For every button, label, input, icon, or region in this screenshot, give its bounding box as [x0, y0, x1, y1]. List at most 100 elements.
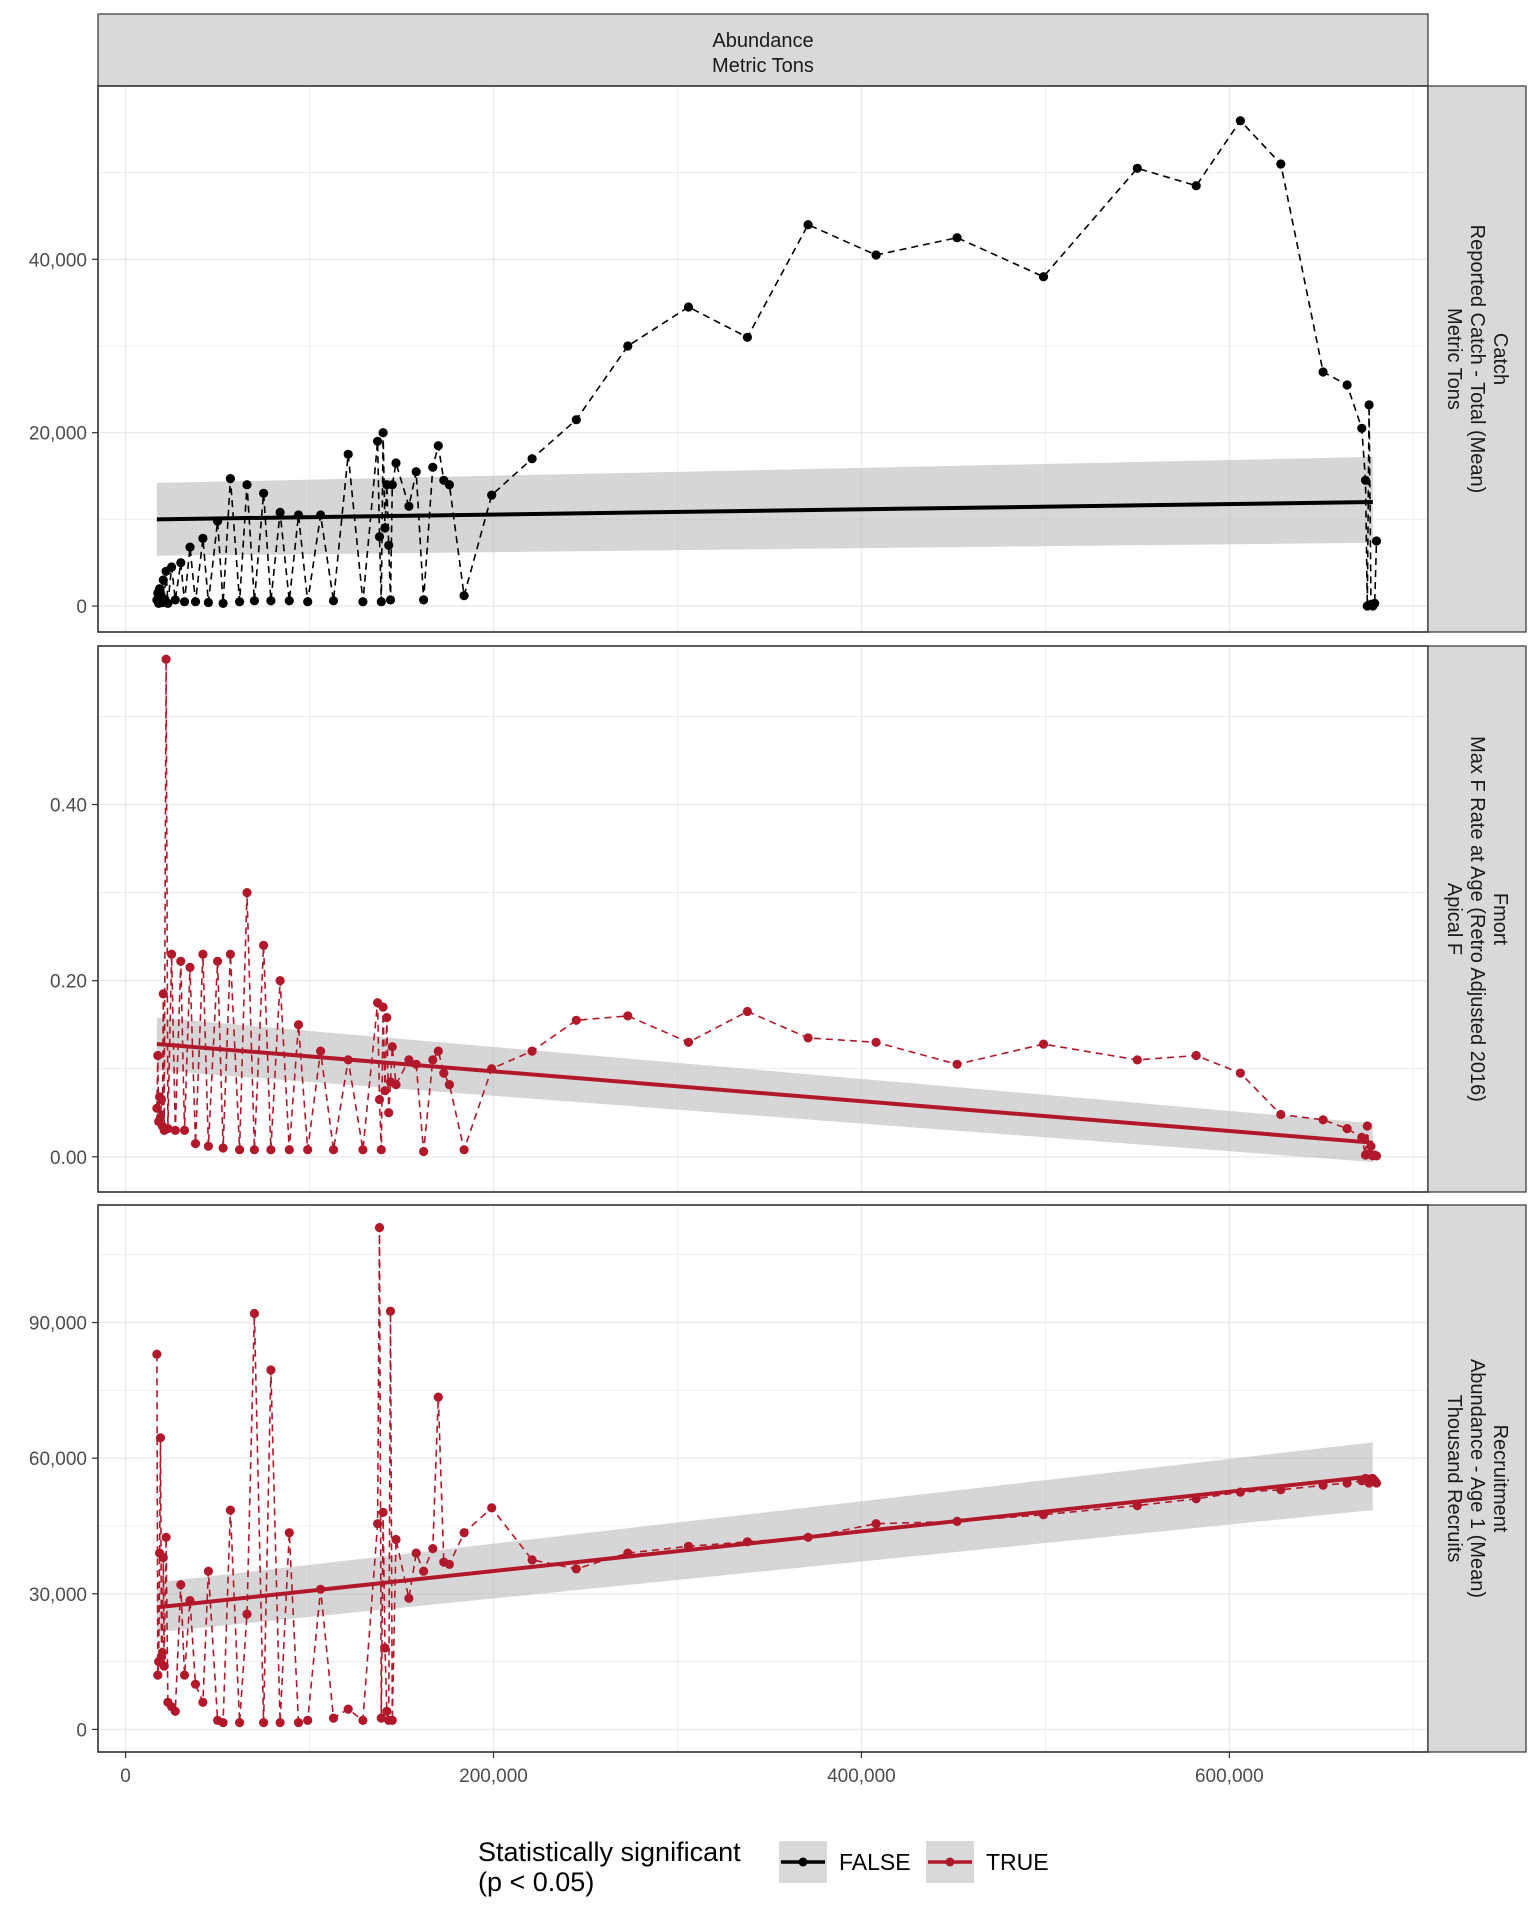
data-point — [343, 1055, 353, 1065]
data-point — [382, 1013, 392, 1023]
data-points — [152, 1223, 1382, 1728]
panel-strip-line: Max F Rate at Age (Retro Adjusted 2016) — [1466, 736, 1488, 1102]
panel-strip-line: Metric Tons — [1443, 308, 1465, 410]
data-point — [225, 1505, 235, 1515]
data-point — [225, 949, 235, 959]
legend-title-line-1: Statistically significant — [478, 1837, 741, 1867]
data-point — [439, 1068, 449, 1078]
data-point — [213, 956, 223, 966]
data-point — [284, 1528, 294, 1538]
data-point — [1342, 1124, 1352, 1134]
data-point — [411, 467, 421, 477]
data-point — [1235, 1068, 1245, 1078]
data-point — [378, 1507, 388, 1517]
data-point — [1371, 536, 1382, 546]
data-point — [155, 584, 165, 594]
x-tick-label: 400,000 — [827, 1766, 896, 1787]
y-tick-label: 40,000 — [29, 250, 87, 271]
data-point — [444, 1559, 454, 1569]
data-point — [871, 250, 881, 260]
data-point — [161, 654, 171, 664]
data-point — [376, 597, 386, 607]
data-point — [952, 233, 962, 243]
data-point — [419, 595, 429, 605]
legend: Statistically significant (p < 0.05) FAL… — [478, 1837, 1049, 1897]
data-point — [1038, 1510, 1049, 1520]
confidence-ribbon — [156, 1442, 1373, 1633]
data-point — [343, 449, 353, 459]
data-point — [373, 1519, 383, 1529]
data-point — [487, 1064, 497, 1074]
data-point — [376, 1145, 386, 1155]
data-point — [185, 542, 195, 552]
data-point — [487, 1503, 497, 1513]
data-point — [328, 596, 339, 606]
data-point — [1038, 272, 1049, 282]
data-point — [459, 1145, 469, 1155]
y-tick-label: 20,000 — [29, 424, 87, 445]
data-point — [1276, 1109, 1286, 1120]
data-points — [152, 116, 1382, 611]
x-tick-label: 0 — [120, 1766, 131, 1787]
data-point — [742, 1006, 753, 1017]
data-point — [198, 533, 208, 544]
data-point — [385, 595, 396, 605]
data-point — [1132, 1055, 1142, 1065]
data-point — [284, 1145, 294, 1155]
data-point — [1371, 1478, 1382, 1488]
data-point — [163, 598, 173, 609]
data-point — [444, 480, 454, 490]
data-point — [571, 1015, 581, 1025]
data-point — [1364, 400, 1374, 410]
data-point — [952, 1516, 962, 1526]
data-point — [1235, 1487, 1245, 1497]
data-point — [218, 1143, 228, 1153]
data-point — [190, 597, 201, 607]
data-point — [571, 1564, 581, 1574]
data-point — [275, 507, 285, 517]
data-point — [198, 1697, 208, 1707]
data-points — [152, 654, 1382, 1161]
data-point — [1360, 475, 1371, 485]
data-point — [1132, 163, 1142, 173]
data-point — [527, 1046, 537, 1056]
data-point — [952, 1059, 962, 1069]
data-point — [683, 1037, 694, 1047]
data-point — [293, 1718, 304, 1728]
data-point — [683, 1541, 694, 1551]
data-point — [170, 595, 180, 605]
data-point — [411, 1059, 421, 1069]
data-point — [158, 575, 168, 585]
data-point — [266, 1145, 276, 1155]
data-point — [163, 1124, 173, 1134]
data-point — [803, 1033, 813, 1043]
data-point — [404, 1593, 414, 1603]
data-point — [1366, 1141, 1376, 1151]
data-point — [378, 1002, 388, 1012]
data-point — [428, 1055, 438, 1065]
trend-line — [156, 1042, 1373, 1145]
data-point — [871, 1519, 881, 1529]
panel-strip-line: Catch — [1489, 333, 1511, 385]
data-point — [235, 597, 245, 607]
y-tick-label: 0.40 — [50, 796, 87, 817]
data-point — [358, 597, 368, 607]
y-tick-label: 0 — [76, 597, 87, 618]
legend-item-true: TRUE — [926, 1841, 1049, 1883]
data-point — [249, 1145, 259, 1155]
data-point — [203, 1566, 213, 1576]
legend-label-true: TRUE — [986, 1849, 1049, 1875]
data-point — [176, 956, 186, 966]
data-point — [259, 1718, 269, 1728]
data-point — [1342, 380, 1352, 390]
data-point — [293, 510, 304, 520]
data-point — [571, 415, 581, 425]
y-tick-label: 0 — [76, 1720, 87, 1741]
data-point — [384, 540, 394, 550]
